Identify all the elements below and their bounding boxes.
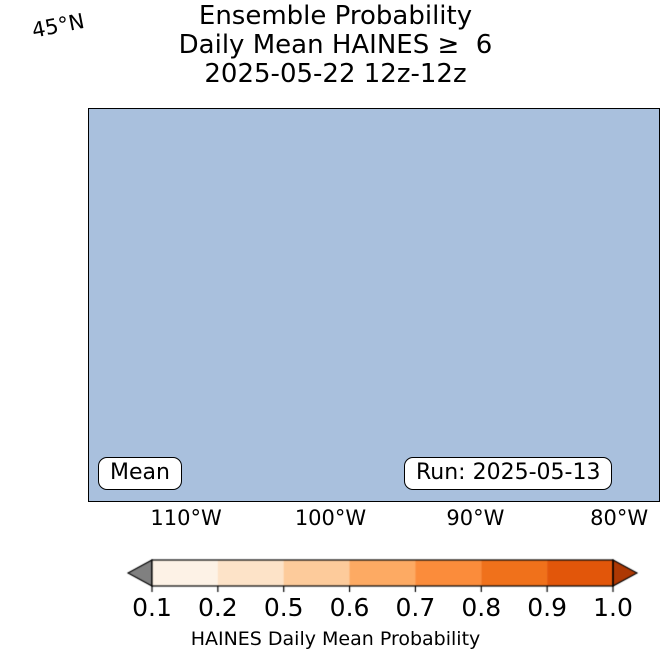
longitude-tick-80W: 80°W bbox=[590, 506, 649, 530]
longitude-tick-110W: 110°W bbox=[150, 506, 222, 530]
ensemble-member-badge[interactable]: Mean bbox=[98, 457, 182, 491]
longitude-tick-90W: 90°W bbox=[446, 506, 505, 530]
probability-heatmap-canvas[interactable] bbox=[89, 109, 659, 501]
colorbar-axis-title: HAINES Daily Mean Probability bbox=[190, 628, 481, 650]
colorbar[interactable]: 0.1 0.2 0.5 0.6 0.7 0.8 0.9 1.0 HAINES Daily Me… bbox=[0, 556, 671, 656]
colorbar-tick-0.8: 0.8 bbox=[461, 593, 502, 622]
colorbar-tick-0.5: 0.5 bbox=[263, 593, 304, 622]
colorbar-tick-0.6: 0.6 bbox=[329, 593, 370, 622]
figure-title: Ensemble Probability Daily Mean HAINES ≥… bbox=[0, 2, 671, 89]
colorbar-tick-0.7: 0.7 bbox=[395, 593, 436, 622]
map-panel[interactable] bbox=[88, 108, 660, 502]
model-run-badge[interactable]: Run: 2025-05-13 bbox=[404, 457, 613, 491]
title-line-1: Ensemble Probability bbox=[198, 1, 473, 31]
title-line-3: 2025-05-22 12z-12z bbox=[204, 59, 467, 89]
colorbar-tick-1.0: 1.0 bbox=[593, 593, 633, 622]
colorbar-tick-0.2: 0.2 bbox=[197, 593, 238, 622]
longitude-tick-100W: 100°W bbox=[294, 506, 367, 530]
colorbar-tick-0.9: 0.9 bbox=[527, 593, 568, 622]
colorbar-tick-0.1: 0.1 bbox=[132, 593, 172, 622]
title-line-2: Daily Mean HAINES ≥ 6 bbox=[178, 30, 493, 60]
colorbar-gradient[interactable] bbox=[0, 556, 671, 596]
